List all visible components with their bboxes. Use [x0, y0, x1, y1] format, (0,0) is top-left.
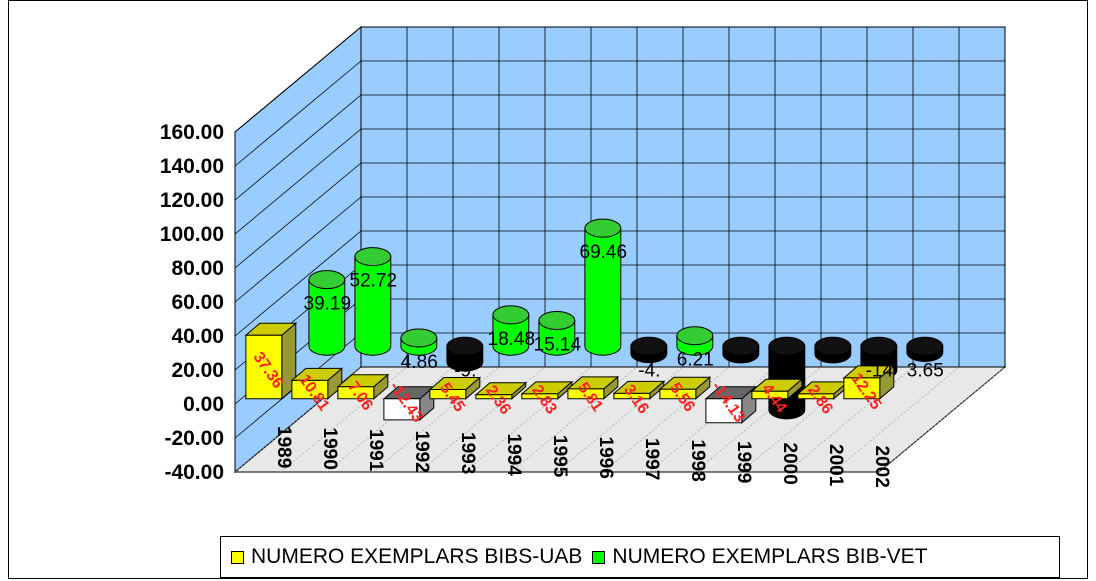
- gridline-side: [234, 230, 362, 337]
- x-tick-label: 2002: [871, 446, 892, 488]
- bar: [584, 227, 622, 356]
- bar: [613, 392, 651, 400]
- bar: [354, 256, 392, 356]
- data-label: 39.19: [304, 294, 352, 315]
- bar-cap: [538, 311, 576, 331]
- bar: [291, 379, 329, 400]
- x-tick-label: 1998: [687, 440, 708, 482]
- y-tick-label: 120.00: [160, 189, 224, 212]
- bar-cap: [722, 336, 760, 356]
- x-tick-label: 1996: [595, 437, 616, 479]
- bar: [659, 388, 697, 400]
- bar: [245, 334, 283, 400]
- data-label: 18.48: [488, 329, 536, 350]
- data-label: -14: [866, 360, 894, 381]
- x-tick-label: 2000: [779, 443, 800, 485]
- legend-swatch-uab: [231, 550, 244, 564]
- bar-cap: [354, 247, 392, 267]
- data-label: 52.72: [350, 271, 398, 292]
- legend-label-vet: NUMERO EXEMPLARS BIB-VET: [612, 545, 928, 568]
- gridline-side: [234, 60, 362, 167]
- bar-cap: [676, 326, 714, 346]
- x-tick-label: 1992: [411, 431, 432, 473]
- data-label: -9.: [454, 360, 476, 381]
- legend-label-uab: NUMERO EXEMPLARS BIBS-UAB: [251, 545, 583, 568]
- y-tick-label: 40.00: [171, 325, 224, 348]
- bar-cap: [400, 328, 438, 348]
- x-tick-label: 1989: [273, 426, 294, 468]
- gridline-side: [234, 26, 362, 133]
- bar: [797, 393, 835, 400]
- bar: [492, 314, 530, 356]
- bar: [705, 398, 743, 424]
- floor-grid: [326, 366, 454, 473]
- data-label: 6.21: [677, 350, 714, 371]
- x-tick-label: 2001: [825, 444, 846, 487]
- bar: [538, 320, 576, 356]
- gridline-side: [234, 94, 362, 201]
- data-label: 3.65: [907, 360, 944, 381]
- y-tick-label: 60.00: [171, 291, 224, 314]
- legend-item-uab: NUMERO EXEMPLARS BIBS-UAB: [231, 545, 582, 569]
- data-label: 69.46: [580, 242, 628, 263]
- y-tick-label: -40.00: [164, 461, 224, 484]
- floor-grid: [832, 366, 960, 473]
- bar: [475, 394, 513, 400]
- gridline-side: [234, 162, 362, 269]
- bar-cap: [584, 218, 622, 238]
- x-tick-label: 1994: [503, 434, 524, 477]
- x-tick-label: 1999: [733, 441, 754, 483]
- x-tick-label: 1993: [457, 432, 478, 474]
- y-tick-label: 0.00: [183, 393, 224, 416]
- y-tick-label: 100.00: [160, 223, 224, 246]
- gridline-side: [234, 196, 362, 303]
- y-tick-label: 80.00: [171, 257, 224, 280]
- chart-legend: NUMERO EXEMPLARS BIBS-UAB NUMERO EXEMPLA…: [220, 536, 1060, 578]
- bar: [751, 390, 789, 400]
- bar-cap: [814, 336, 852, 356]
- bar: [337, 386, 375, 400]
- bar: [308, 279, 346, 356]
- x-tick-label: 1995: [549, 435, 570, 478]
- bar: [843, 377, 881, 400]
- bar: [521, 393, 559, 400]
- bar-cap: [446, 336, 484, 356]
- bar-cap: [768, 336, 806, 356]
- x-tick-label: 1991: [365, 429, 386, 472]
- y-tick-label: 20.00: [171, 359, 224, 382]
- y-tick-label: 160.00: [160, 121, 224, 144]
- bar-cap: [492, 305, 530, 325]
- x-tick-label: 1997: [641, 438, 662, 480]
- legend-swatch-vet: [592, 550, 606, 564]
- chart-plot: 160.00 140.00 120.00 100.00 80.00 60.00 40.00 2…: [160, 25, 1007, 488]
- data-label: 37: [777, 360, 798, 381]
- bar: [383, 398, 421, 421]
- floor-grid: [878, 366, 1006, 473]
- bar-cap: [630, 336, 668, 356]
- bar: [567, 388, 605, 400]
- floor-grid: [648, 366, 776, 473]
- data-label: -4.: [638, 360, 660, 381]
- bar-cap: [308, 270, 346, 290]
- y-tick-label: 140.00: [160, 155, 224, 178]
- gridline-side: [234, 128, 362, 235]
- x-tick-label: 1990: [319, 428, 340, 470]
- y-tick-label: -20.00: [164, 427, 224, 450]
- bar-cap: [906, 336, 944, 356]
- legend-item-vet: NUMERO EXEMPLARS BIB-VET: [592, 545, 927, 569]
- bar-cap: [860, 336, 898, 356]
- data-label: 4.86: [401, 352, 438, 373]
- chart-frame: 160.00 140.00 120.00 100.00 80.00 60.00 40.00 2…: [8, 0, 1088, 579]
- data-label: 15.14: [534, 335, 582, 356]
- bar: [429, 389, 467, 400]
